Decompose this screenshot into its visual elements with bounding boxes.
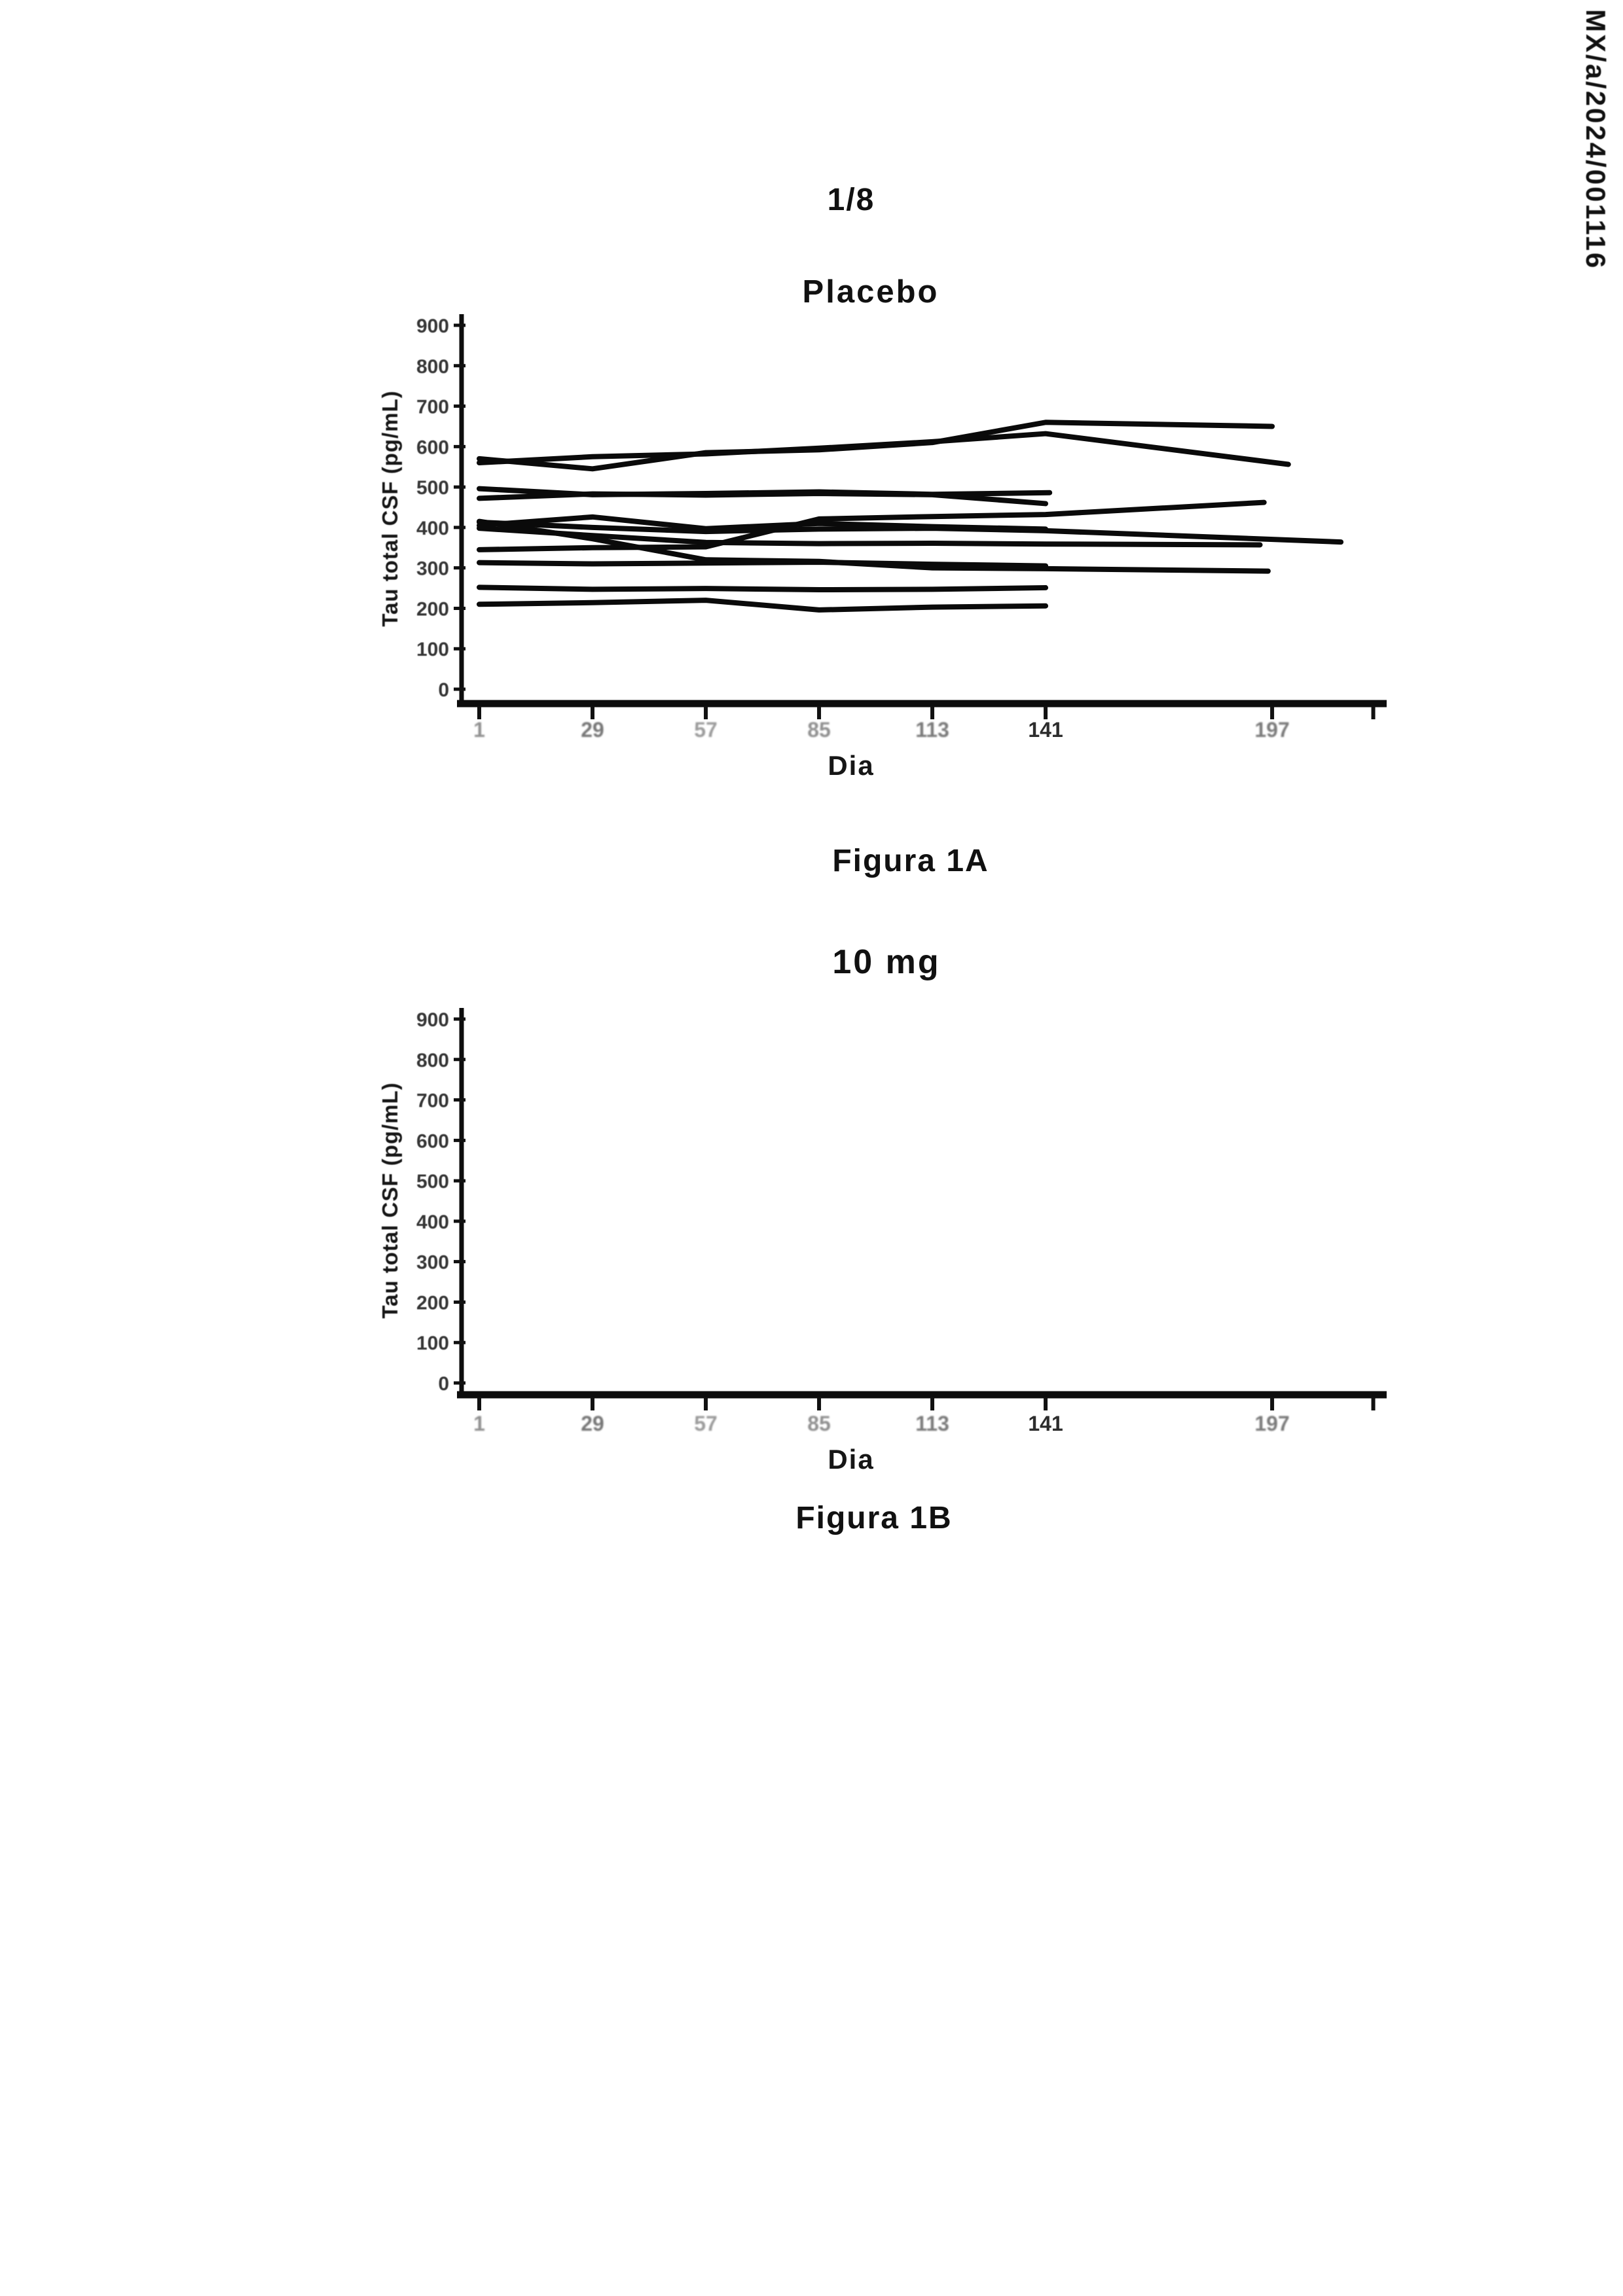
y-tick-label: 800: [416, 1050, 449, 1071]
y-axis-title: Tau total CSF (pg/mL): [378, 390, 402, 626]
y-tick-label: 500: [416, 477, 449, 499]
y-tick-label: 700: [416, 1090, 449, 1112]
y-tick-label: 900: [416, 1009, 449, 1031]
x-tick-label: 197: [1254, 1412, 1289, 1435]
y-tick-label: 200: [416, 598, 449, 620]
y-tick-label: 500: [416, 1171, 449, 1193]
y-tick-label: 0: [438, 1373, 449, 1395]
y-tick-label: 300: [416, 558, 449, 580]
x-axis-title: Dia: [828, 1444, 874, 1475]
x-tick-label: 29: [581, 718, 604, 742]
x-tick-label: 57: [694, 718, 718, 742]
x-tick-label: 197: [1254, 718, 1289, 742]
x-tick-label: 113: [915, 1412, 949, 1435]
y-axis-title: Tau total CSF (pg/mL): [378, 1082, 402, 1318]
figure-1b-line-chart: 0 100 200 300 400 500 600 700 800 900 1 29 57 85 113 14…: [378, 1008, 1387, 1475]
y-tick-label: 400: [416, 518, 449, 539]
x-axis-title: Dia: [828, 750, 874, 781]
x-tick-label: 57: [694, 1412, 718, 1435]
y-tick-label: 0: [438, 679, 449, 701]
x-tick-label: 85: [807, 1412, 831, 1435]
x-tick-label: 1: [473, 718, 485, 742]
series-line-paciente-05: [477, 499, 1267, 552]
series-line-paciente-08: [477, 519, 1344, 545]
x-tick-label: 113: [915, 718, 949, 742]
y-tick-label: 200: [416, 1292, 449, 1314]
series-line-paciente-11: [477, 584, 1049, 593]
y-tick-label: 600: [416, 1130, 449, 1152]
y-tick-label: 600: [416, 437, 449, 458]
series-line-paciente-04: [477, 490, 1049, 507]
y-tick-label: 300: [416, 1252, 449, 1274]
figure-1b-caption: Figura 1B: [795, 1501, 953, 1535]
y-tick-label: 700: [416, 397, 449, 418]
series-line-paciente-02: [477, 431, 1291, 467]
series-line-paciente-12: [477, 598, 1049, 613]
page-number: 1/8: [827, 183, 875, 217]
figure-1a-caption: Figura 1A: [832, 844, 989, 878]
x-tick-label: 141: [1028, 718, 1063, 742]
series-line-paciente-09: [477, 526, 1263, 548]
chart-title-10mg: 10 mg: [832, 943, 941, 981]
x-tick-label: 85: [807, 718, 831, 742]
y-tick-label: 900: [416, 315, 449, 337]
chart-title-placebo: Placebo: [802, 274, 939, 310]
figure-1a-line-chart: 0 100 200 300 400 500 600 700 800 900 1 29 57 85 113 14…: [378, 314, 1387, 781]
x-tick-label: 29: [581, 1412, 604, 1435]
series-line-paciente-10: [477, 560, 1049, 569]
y-tick-label: 400: [416, 1211, 449, 1233]
x-tick-label: 141: [1028, 1412, 1063, 1435]
y-tick-label: 100: [416, 1333, 449, 1354]
patent-application-number: MX/a/2024/001116: [1580, 9, 1611, 270]
x-tick-label: 1: [473, 1412, 485, 1435]
y-tick-label: 800: [416, 356, 449, 378]
y-tick-label: 100: [416, 639, 449, 660]
